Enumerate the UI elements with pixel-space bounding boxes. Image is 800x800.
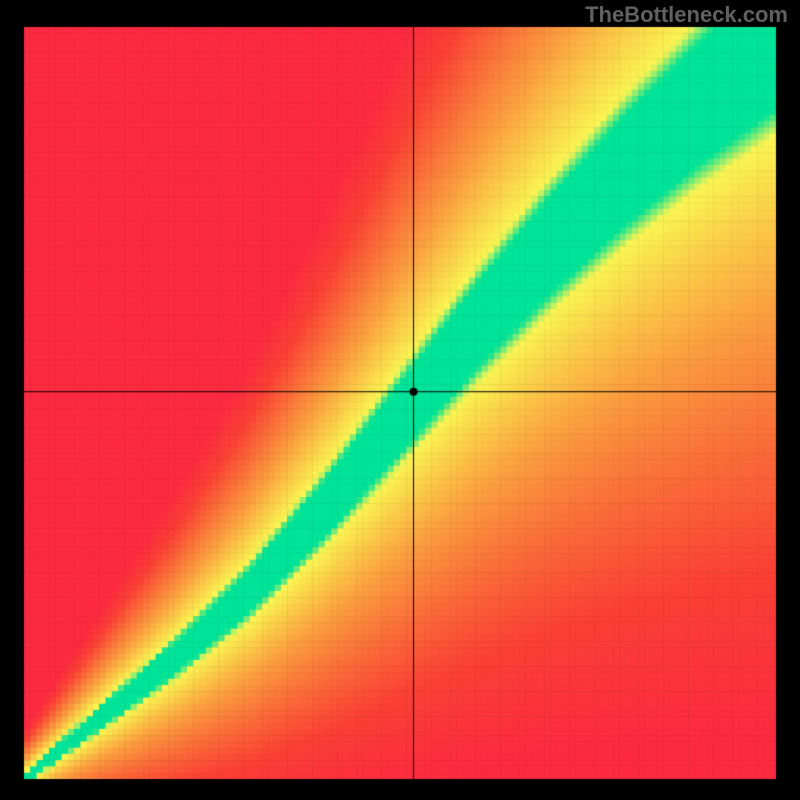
heatmap-canvas <box>0 0 800 800</box>
chart-container: TheBottleneck.com <box>0 0 800 800</box>
watermark-text: TheBottleneck.com <box>585 2 788 28</box>
